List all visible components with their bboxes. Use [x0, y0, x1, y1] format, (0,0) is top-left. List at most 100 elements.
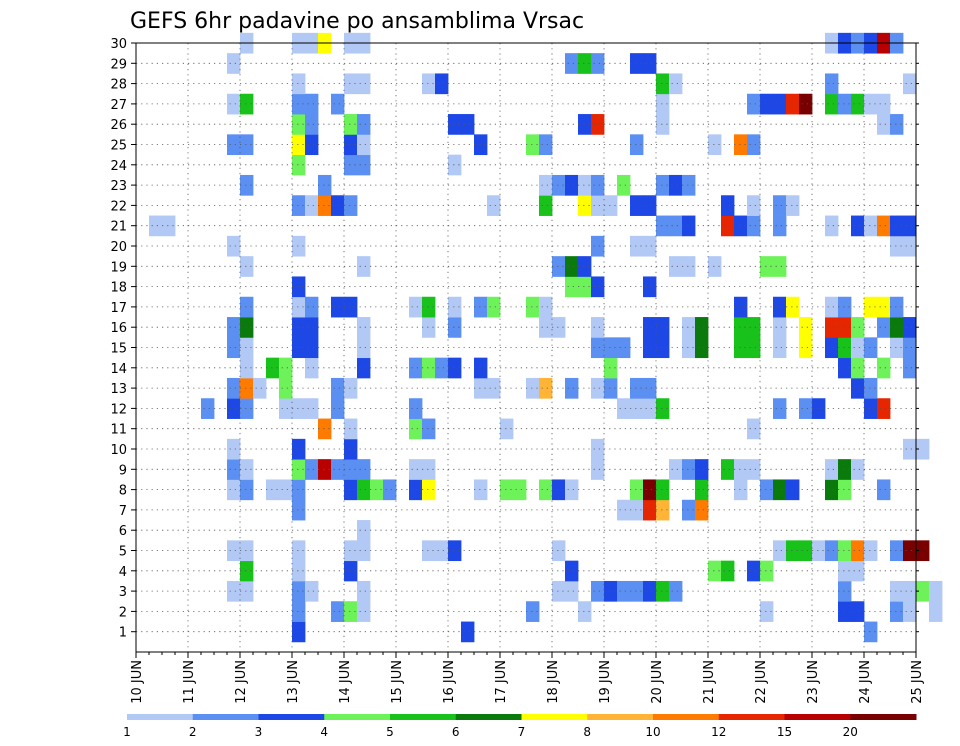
heatmap-cell [526, 601, 540, 622]
heatmap-cell [786, 479, 800, 501]
heatmap-cell [643, 337, 657, 359]
heatmap-cell [799, 398, 813, 419]
colorbar-label: 20 [843, 725, 858, 739]
heatmap-cell [578, 53, 592, 74]
heatmap-cell [292, 560, 306, 582]
heatmap-cell [240, 337, 254, 359]
heatmap-cell [500, 479, 514, 501]
heatmap-cell [565, 479, 579, 501]
heatmap-cell [227, 93, 241, 115]
x-tick-label: 22 JUN [754, 660, 769, 704]
heatmap-cell [318, 459, 332, 480]
heatmap-cell [773, 540, 787, 562]
heatmap-cell [539, 377, 553, 399]
heatmap-cell [552, 479, 566, 501]
y-tick-label: 1 [119, 626, 127, 641]
x-tick-label: 25 JUN [910, 660, 925, 704]
heatmap-cell [552, 256, 566, 277]
heatmap-cell [344, 459, 358, 480]
heatmap-cell [539, 296, 553, 318]
heatmap-cell [747, 195, 761, 216]
heatmap-cell [682, 215, 696, 237]
y-tick-label: 28 [110, 78, 127, 93]
y-tick-label: 7 [119, 504, 127, 519]
heatmap-cell [292, 398, 306, 419]
heatmap-cell [903, 235, 917, 257]
heatmap-cell [799, 337, 813, 359]
heatmap-cell [240, 317, 254, 338]
heatmap-cell [747, 418, 761, 440]
heatmap-cell [422, 418, 436, 440]
heatmap-cell [357, 540, 371, 562]
heatmap-cell [461, 621, 475, 643]
heatmap-cell [292, 317, 306, 338]
heatmap-cell [903, 438, 917, 460]
heatmap-cell [344, 479, 358, 501]
heatmap-cell [799, 93, 813, 115]
y-tick-label: 17 [110, 301, 127, 316]
heatmap-cell [344, 438, 358, 460]
heatmap-cell [578, 601, 592, 622]
colorbar-label: 15 [777, 725, 792, 739]
y-tick-label: 21 [110, 220, 127, 235]
heatmap-cell [825, 459, 839, 480]
heatmap-cell [292, 235, 306, 257]
heatmap-cell [669, 174, 683, 196]
x-tick-label: 18 JUN [546, 660, 561, 704]
heatmap-cell [747, 134, 761, 156]
heatmap-cell [799, 317, 813, 338]
x-tick-label: 14 JUN [338, 660, 353, 704]
heatmap-cell [630, 195, 644, 216]
y-tick-label: 10 [110, 443, 127, 458]
heatmap-cell [331, 195, 345, 216]
heatmap-cell [864, 621, 878, 643]
heatmap-cell [708, 560, 722, 582]
heatmap-cell [409, 357, 423, 379]
heatmap-cell [591, 459, 605, 480]
heatmap-cell [604, 377, 618, 399]
heatmap-cell [227, 53, 241, 74]
heatmap-cell [474, 377, 488, 399]
heatmap-cell [357, 73, 371, 95]
heatmap-cell [578, 114, 592, 135]
heatmap-cell [240, 398, 254, 419]
heatmap-cell [409, 296, 423, 318]
heatmap-cell [851, 601, 865, 622]
x-tick-label: 10 JUN [130, 660, 145, 704]
heatmap-cell [890, 215, 904, 237]
heatmap-cell [292, 540, 306, 562]
heatmap-cell [669, 215, 683, 237]
heatmap-cell [838, 540, 852, 562]
heatmap-cell [591, 114, 605, 135]
colorbar-swatch [718, 714, 785, 720]
heatmap-cell [240, 134, 254, 156]
x-tick-label: 11 JUN [182, 660, 197, 704]
heatmap-cell [591, 580, 605, 602]
heatmap-cell [266, 479, 280, 501]
heatmap-cell [890, 601, 904, 622]
heatmap-cell [552, 540, 566, 562]
x-tick-label: 13 JUN [286, 660, 301, 704]
heatmap-cell [149, 215, 163, 237]
heatmap-cell [461, 114, 475, 135]
heatmap-cell [708, 134, 722, 156]
y-tick-label: 27 [110, 98, 127, 113]
heatmap-cell [838, 479, 852, 501]
heatmap-cell [877, 93, 891, 115]
heatmap-cell [357, 459, 371, 480]
heatmap-cell [344, 418, 358, 440]
heatmap-cell [695, 317, 709, 338]
heatmap-cell [864, 215, 878, 237]
heatmap-cell [526, 377, 540, 399]
colorbar-label: 2 [189, 725, 197, 739]
heatmap-cell [331, 93, 345, 115]
heatmap-cell [747, 215, 761, 237]
heatmap-cell [734, 134, 748, 156]
heatmap-cell [812, 398, 826, 419]
heatmap-cell [240, 560, 254, 582]
heatmap-cell [838, 601, 852, 622]
heatmap-cell [903, 601, 917, 622]
heatmap-cell [760, 601, 774, 622]
heatmap-cell [656, 317, 670, 338]
heatmap-cell [838, 459, 852, 480]
